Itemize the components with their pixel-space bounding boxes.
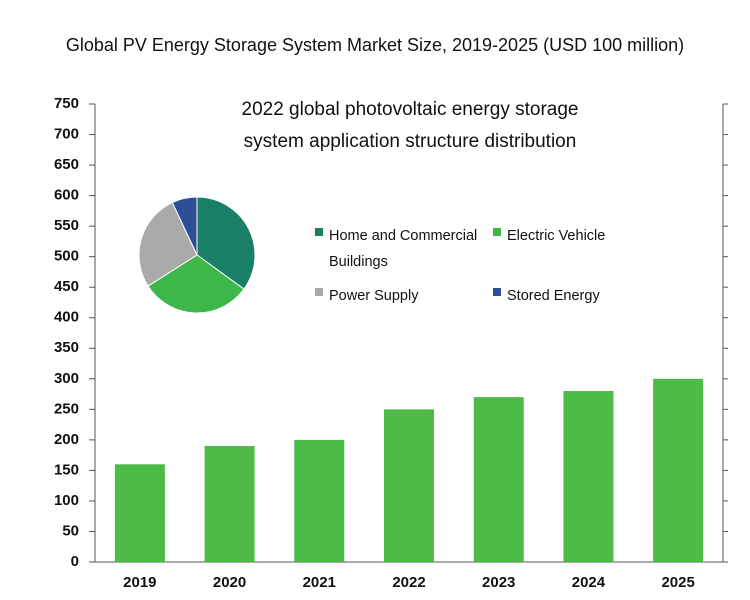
legend-swatch <box>315 228 323 236</box>
pie-slice <box>196 196 256 290</box>
bar <box>294 439 345 562</box>
pie-slice <box>147 254 245 314</box>
legend-label: Home and Commercial Buildings <box>329 228 478 270</box>
y-tick-label: 750 <box>54 95 79 112</box>
y-tick-label: 600 <box>54 187 79 204</box>
y-tick-label: 150 <box>54 461 79 478</box>
legend-label: Power Supply <box>329 288 419 304</box>
bar <box>563 391 614 562</box>
y-tick-label: 550 <box>54 217 79 234</box>
y-tick-label: 200 <box>54 431 79 448</box>
x-tick-label: 2021 <box>303 574 336 591</box>
y-tick-label: 350 <box>54 339 79 356</box>
x-tick-label: 2023 <box>482 574 515 591</box>
legend-swatch <box>493 228 501 236</box>
bar <box>653 378 704 562</box>
y-tick-label: 50 <box>62 522 79 539</box>
y-tick-label: 500 <box>54 248 79 265</box>
y-tick-label: 400 <box>54 309 79 326</box>
bar <box>384 409 434 562</box>
legend-label: Stored Energy <box>507 288 600 304</box>
x-tick-label: 2019 <box>123 574 156 591</box>
y-tick-label: 0 <box>71 553 79 570</box>
bar <box>473 397 524 562</box>
chart-title: Global PV Energy Storage System Market S… <box>66 35 684 55</box>
pie-slice <box>171 196 198 256</box>
legend-swatch <box>493 288 501 296</box>
bar <box>114 464 165 562</box>
legend-swatch <box>315 288 323 296</box>
bar <box>204 445 255 562</box>
y-tick-label: 450 <box>54 278 79 295</box>
pie-title: 2022 global photovoltaic energy storage … <box>241 99 579 152</box>
y-tick-label: 100 <box>54 492 79 509</box>
y-tick-label: 300 <box>54 370 79 387</box>
x-tick-label: 2025 <box>661 574 694 591</box>
x-tick-label: 2024 <box>572 574 606 591</box>
y-tick-label: 650 <box>54 156 79 173</box>
legend-label: Electric Vehicle <box>507 228 606 244</box>
x-tick-label: 2020 <box>213 574 246 591</box>
x-tick-label: 2022 <box>392 574 425 591</box>
y-tick-label: 250 <box>54 400 79 417</box>
y-tick-label: 700 <box>54 126 79 143</box>
pie-slice <box>138 201 198 287</box>
